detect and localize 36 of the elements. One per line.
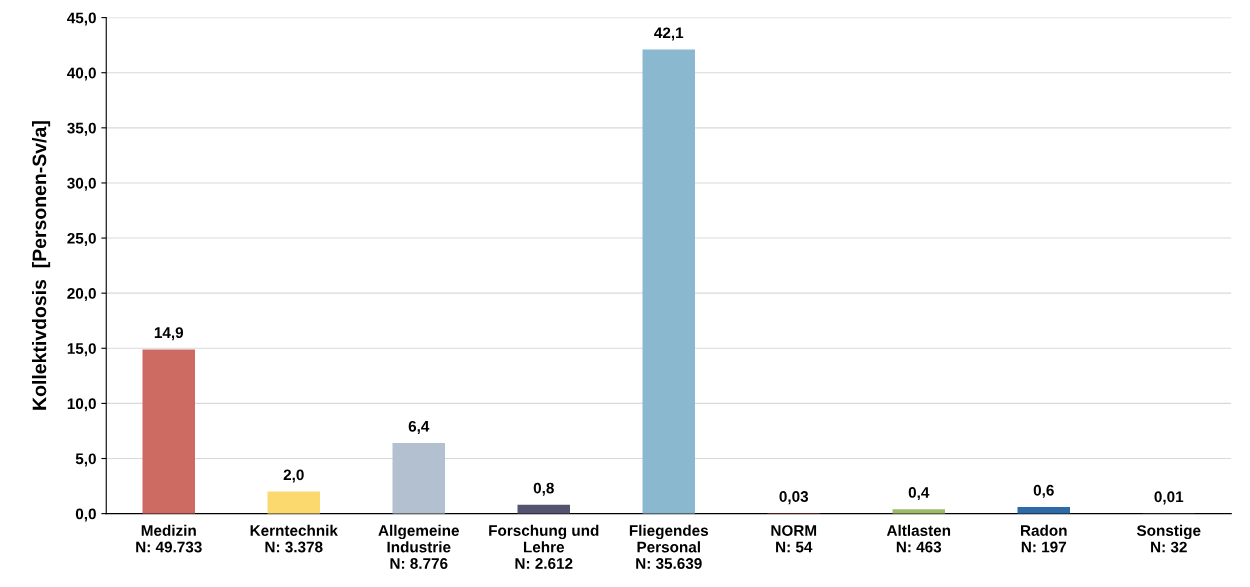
y-tick-label: 10,0 [67,398,96,412]
data-label: 0,01 [1154,491,1184,505]
x-tick-label: Sonstige N: 32 [1136,524,1201,553]
y-tick-label: 45,0 [67,12,96,26]
data-label: 0,8 [533,482,554,496]
bar [1017,507,1070,514]
bar [142,349,195,514]
x-tick-label: Altlasten N: 463 [886,524,951,553]
y-tick-label: 0,0 [75,508,96,522]
y-tick-label: 25,0 [67,232,96,246]
data-label: 6,4 [408,420,430,434]
data-label: 2,0 [283,469,304,483]
x-tick-label: Medizin N: 49.733 [136,524,202,553]
y-tick-label: 35,0 [67,122,96,136]
y-tick-label: 15,0 [67,343,96,357]
y-tick-label: 40,0 [67,67,96,81]
y-tick-label: 20,0 [67,288,96,302]
bar [267,491,320,514]
x-tick-label: NORM N: 54 [771,525,817,553]
data-label: 0,03 [779,491,809,505]
x-tick-label: Fliegendes Personal N: 35.639 [629,524,709,569]
data-label: 14,9 [154,327,184,341]
bar [517,504,570,514]
bar [642,49,695,514]
data-label: 0,6 [1033,484,1054,498]
y-tick-label: 30,0 [67,177,96,191]
bar [392,443,445,514]
y-tick-label: 5,0 [75,453,96,467]
x-tick-label: Allgemeine Industrie N: 8.776 [378,524,459,569]
data-label: 0,4 [908,487,930,501]
x-tick-label: Radon N: 197 [1021,524,1067,553]
y-axis-title: Kollektivdosis [Personen-Sv/a] [32,121,51,410]
x-tick-label: Kerntechnik N: 3.378 [250,524,338,553]
bar [892,509,945,514]
data-label: 42,1 [654,27,684,41]
x-tick-label: Forschung und Lehre N: 2.612 [489,524,599,569]
